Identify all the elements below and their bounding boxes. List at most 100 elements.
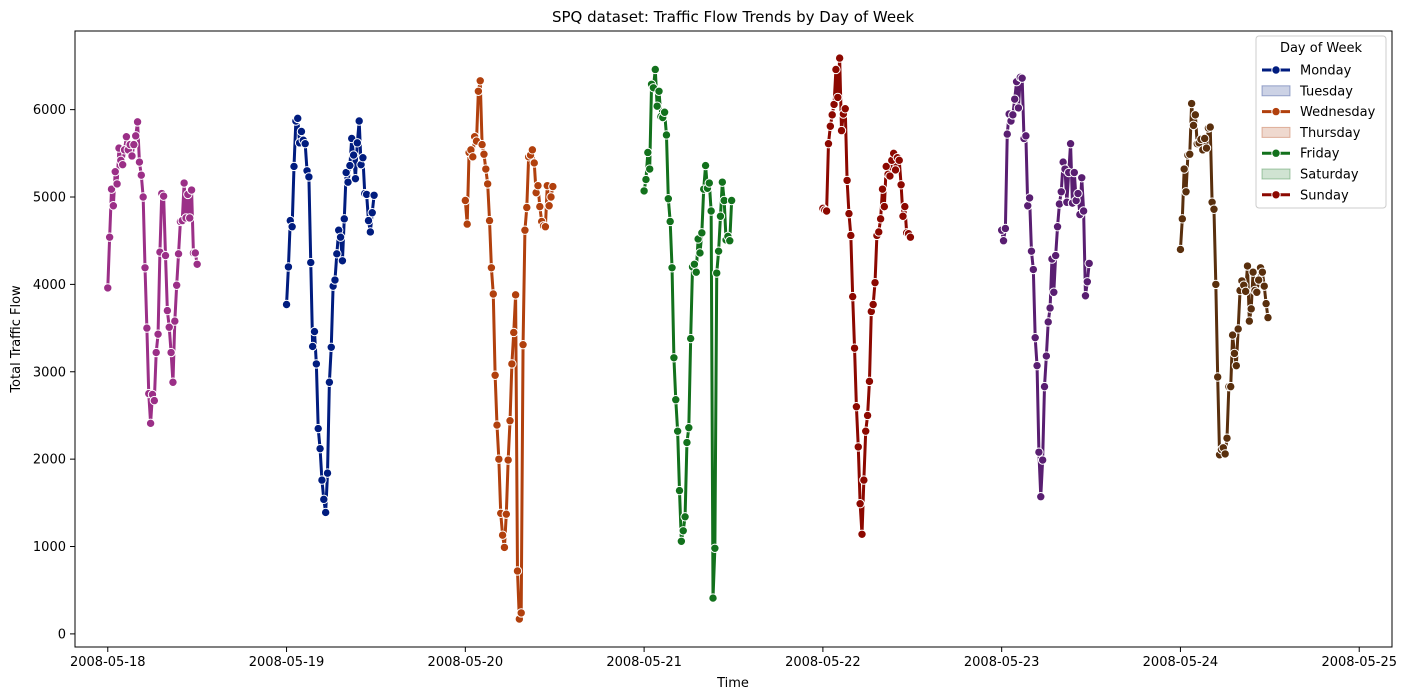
data-point: [1080, 291, 1091, 301]
data-point: [1050, 250, 1061, 261]
data-point: [482, 179, 493, 189]
data-point: [142, 323, 152, 333]
data-point: [842, 175, 852, 186]
series-layer: [103, 53, 1273, 624]
data-point: [1240, 286, 1251, 297]
data-point: [659, 107, 670, 117]
data-point: [293, 113, 303, 124]
data-point: [879, 201, 890, 212]
data-point: [641, 174, 651, 185]
data-point: [1049, 287, 1059, 297]
data-point: [104, 232, 115, 242]
data-point: [715, 211, 726, 221]
data-point: [676, 536, 687, 546]
x-tick-label: 2008-05-23: [964, 655, 1040, 670]
data-point: [652, 101, 662, 111]
data-point: [185, 213, 195, 223]
data-point: [700, 160, 711, 171]
data-point: [877, 184, 888, 194]
data-point: [684, 422, 694, 433]
data-point: [661, 130, 672, 140]
data-point: [855, 499, 865, 509]
data-point: [162, 305, 173, 316]
data-point: [1073, 188, 1083, 199]
data-point: [998, 236, 1009, 246]
data-point: [507, 359, 517, 369]
data-point: [1056, 187, 1066, 197]
data-point: [306, 257, 316, 268]
data-point: [680, 512, 690, 522]
data-point: [650, 64, 660, 75]
legend-item-wednesday: Wednesday: [1262, 105, 1376, 120]
data-point: [481, 164, 491, 174]
data-point: [171, 280, 182, 290]
legend-label: Sunday: [1300, 188, 1349, 203]
data-point: [475, 76, 485, 86]
data-point: [117, 159, 128, 170]
data-point: [324, 377, 335, 387]
legend-label: Monday: [1300, 64, 1352, 79]
data-point: [490, 370, 500, 380]
series-0: [103, 117, 202, 429]
data-point: [712, 268, 722, 278]
legend-label: Wednesday: [1300, 105, 1376, 120]
data-point: [462, 219, 472, 229]
data-point: [1231, 360, 1242, 371]
data-point: [535, 201, 545, 212]
data-point: [319, 494, 329, 505]
data-point: [1043, 317, 1053, 327]
data-point: [844, 208, 854, 219]
legend-marker: [1271, 190, 1281, 200]
legend-item-thursday: Thursday: [1261, 126, 1361, 141]
data-point: [170, 316, 180, 326]
data-point: [533, 180, 543, 191]
data-point: [287, 222, 297, 232]
data-point: [875, 214, 886, 224]
data-point: [704, 178, 714, 188]
data-point: [823, 139, 834, 149]
data-point: [1179, 164, 1189, 174]
series-6: [1175, 98, 1273, 460]
legend-item-tuesday: Tuesday: [1261, 84, 1353, 99]
data-point: [484, 215, 495, 226]
legend-label: Friday: [1300, 147, 1340, 162]
data-point: [158, 191, 169, 201]
data-point: [153, 329, 163, 339]
data-point: [486, 263, 497, 273]
data-point: [868, 299, 878, 310]
data-point: [546, 192, 556, 202]
data-point: [1028, 264, 1039, 275]
data-point: [492, 420, 502, 430]
legend-item-sunday: Sunday: [1262, 188, 1349, 203]
legend-item-saturday: Saturday: [1261, 168, 1359, 183]
data-point: [132, 117, 143, 127]
data-point: [322, 468, 333, 478]
data-point: [367, 208, 377, 218]
data-point: [847, 291, 858, 302]
data-point: [499, 542, 510, 553]
data-point: [1177, 214, 1188, 224]
data-point: [894, 155, 904, 166]
data-point: [900, 201, 910, 212]
data-point: [300, 139, 310, 149]
data-point: [509, 327, 519, 338]
series-line: [463, 79, 555, 621]
data-point: [332, 249, 342, 259]
data-point: [548, 181, 558, 192]
series-5: [996, 72, 1094, 502]
series-line: [821, 56, 912, 536]
data-point: [168, 377, 178, 387]
data-point: [639, 186, 649, 196]
data-point: [304, 172, 314, 182]
data-point: [527, 145, 538, 155]
legend-title: Day of Week: [1280, 41, 1363, 56]
data-point: [1185, 149, 1195, 159]
data-point: [110, 166, 120, 177]
series-line: [285, 116, 376, 514]
legend-marker: [1271, 148, 1281, 158]
data-point: [1227, 330, 1238, 340]
legend-patch-swatch: [1261, 126, 1291, 138]
data-point: [160, 250, 171, 261]
data-point: [1242, 261, 1253, 271]
data-point: [112, 179, 122, 189]
